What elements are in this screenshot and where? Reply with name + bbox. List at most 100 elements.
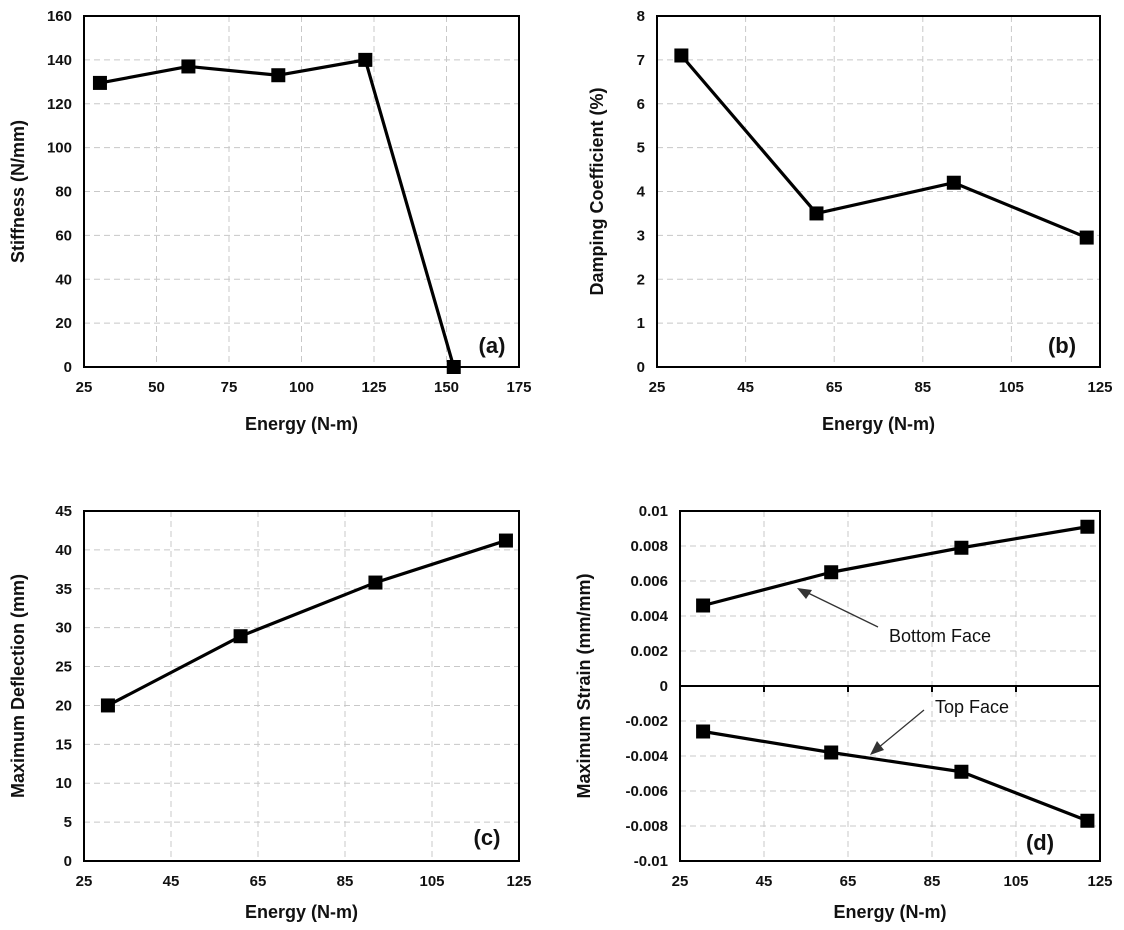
chart-panel-d: 25 45 65 85 105 125 -0.01 -0.008 -0.006 -0.004 -0.…	[574, 503, 1113, 922]
data-point-marker	[674, 48, 689, 63]
annotation-arrow-line	[805, 591, 879, 628]
data-point-marker	[1080, 519, 1095, 534]
annotation-arrowhead	[797, 588, 812, 599]
panel-label: (c)	[474, 825, 501, 850]
x-tick-label: 105	[999, 379, 1024, 396]
x-tick-label: 45	[163, 873, 180, 890]
y-tick-label: 0	[64, 853, 72, 870]
data-point-marker	[446, 360, 461, 374]
data-point-marker	[100, 698, 115, 713]
y-tick-label: -0.006	[625, 783, 668, 800]
y-tick-label: 15	[55, 736, 72, 753]
data-point-marker	[824, 565, 839, 580]
series-line	[107, 539, 507, 707]
y-tick-label: 140	[47, 52, 72, 69]
y-tick-label: -0.002	[625, 713, 668, 730]
series-line	[680, 54, 1088, 240]
x-tick-label: 45	[737, 379, 754, 396]
data-point-marker	[358, 52, 373, 67]
y-tick-label: 0.006	[630, 573, 668, 590]
data-point-marker	[696, 598, 711, 613]
data-point-marker	[181, 59, 196, 74]
y-axis-title: Maximum Strain (mm/mm)	[574, 573, 594, 798]
x-axis-title: Energy (N-m)	[245, 902, 358, 922]
annotation-arrowhead	[870, 741, 884, 755]
y-axis-title: Stiffness (N/mm)	[8, 120, 28, 263]
y-tick-label: 100	[47, 140, 72, 157]
y-tick-label: 80	[55, 184, 72, 201]
x-tick-label: 85	[924, 873, 941, 890]
x-tick-label: 100	[289, 379, 314, 396]
x-tick-label: 150	[434, 379, 459, 396]
y-tick-label: 0.008	[630, 538, 668, 555]
y-tick-label: 2	[637, 271, 645, 288]
plot-frame	[656, 15, 1101, 368]
y-tick-label: 4	[637, 184, 646, 201]
data-point-marker	[1080, 813, 1095, 828]
annotation-top-face: Top Face	[935, 697, 1009, 717]
data-point-marker	[1079, 230, 1094, 245]
panel-label: (a)	[479, 333, 506, 358]
x-tick-label: 50	[148, 379, 165, 396]
data-point-marker	[946, 175, 961, 190]
y-tick-label: 3	[637, 227, 645, 244]
x-tick-label: 25	[672, 873, 689, 890]
y-tick-label: 35	[55, 581, 72, 598]
x-tick-label: 75	[221, 379, 238, 396]
x-tick-label: 175	[506, 379, 531, 396]
x-axis-title: Energy (N-m)	[822, 414, 935, 434]
plot-frame	[679, 510, 1101, 862]
data-point-marker	[271, 68, 286, 83]
plot-frame	[83, 510, 520, 862]
x-tick-label: 85	[337, 873, 354, 890]
y-tick-label: 7	[637, 52, 645, 69]
y-tick-label: 20	[55, 697, 72, 714]
y-tick-label: -0.01	[634, 853, 668, 870]
chart-panel-c: 25 45 65 85 105 125 0 5 10 15 20 25 30 35 40 45 Energy (…	[8, 503, 532, 922]
y-tick-label: 40	[55, 542, 72, 559]
y-tick-label: 1	[637, 315, 645, 332]
data-point-marker	[368, 575, 383, 590]
x-tick-label: 105	[1003, 873, 1028, 890]
y-tick-label: -0.004	[625, 748, 668, 765]
chart-panel-a: 25 50 75 100 125 150 175 0 20 40 60 80 100 120 140 160 E…	[8, 8, 532, 434]
x-tick-label: 105	[419, 873, 444, 890]
y-tick-label: 0	[660, 678, 668, 695]
annotation-bottom-face: Bottom Face	[889, 626, 991, 646]
data-point-marker	[954, 540, 969, 555]
x-tick-label: 25	[649, 379, 666, 396]
x-tick-label: 65	[826, 379, 843, 396]
data-point-marker	[92, 75, 107, 90]
x-tick-label: 25	[76, 379, 93, 396]
data-point-marker	[233, 629, 248, 644]
x-tick-label: 85	[914, 379, 931, 396]
y-tick-label: 0	[64, 359, 72, 376]
x-tick-label: 45	[756, 873, 773, 890]
panel-label: (b)	[1048, 333, 1076, 358]
data-point-marker	[498, 533, 513, 548]
y-tick-label: 45	[55, 503, 72, 520]
x-axis-title: Energy (N-m)	[245, 414, 358, 434]
y-tick-label: 8	[637, 8, 645, 25]
y-tick-label: 10	[55, 775, 72, 792]
series-line	[99, 58, 456, 368]
y-tick-label: 25	[55, 659, 72, 676]
y-tick-label: 5	[64, 814, 72, 831]
annotation-arrow-line	[877, 709, 925, 749]
y-axis-title: Damping Coefficient (%)	[587, 87, 607, 295]
y-tick-label: 160	[47, 8, 72, 25]
y-tick-label: 120	[47, 96, 72, 113]
series-line	[702, 729, 1088, 823]
x-tick-label: 125	[506, 873, 531, 890]
y-tick-label: 5	[637, 140, 645, 157]
panel-label: (d)	[1026, 830, 1054, 855]
data-point-marker	[809, 206, 824, 221]
y-tick-label: 0	[637, 359, 645, 376]
y-tick-label: 30	[55, 620, 72, 637]
y-tick-label: 0.002	[630, 643, 668, 660]
y-axis-title: Maximum Deflection (mm)	[8, 574, 28, 798]
y-tick-label: 6	[637, 96, 645, 113]
y-tick-label: -0.008	[625, 818, 668, 835]
